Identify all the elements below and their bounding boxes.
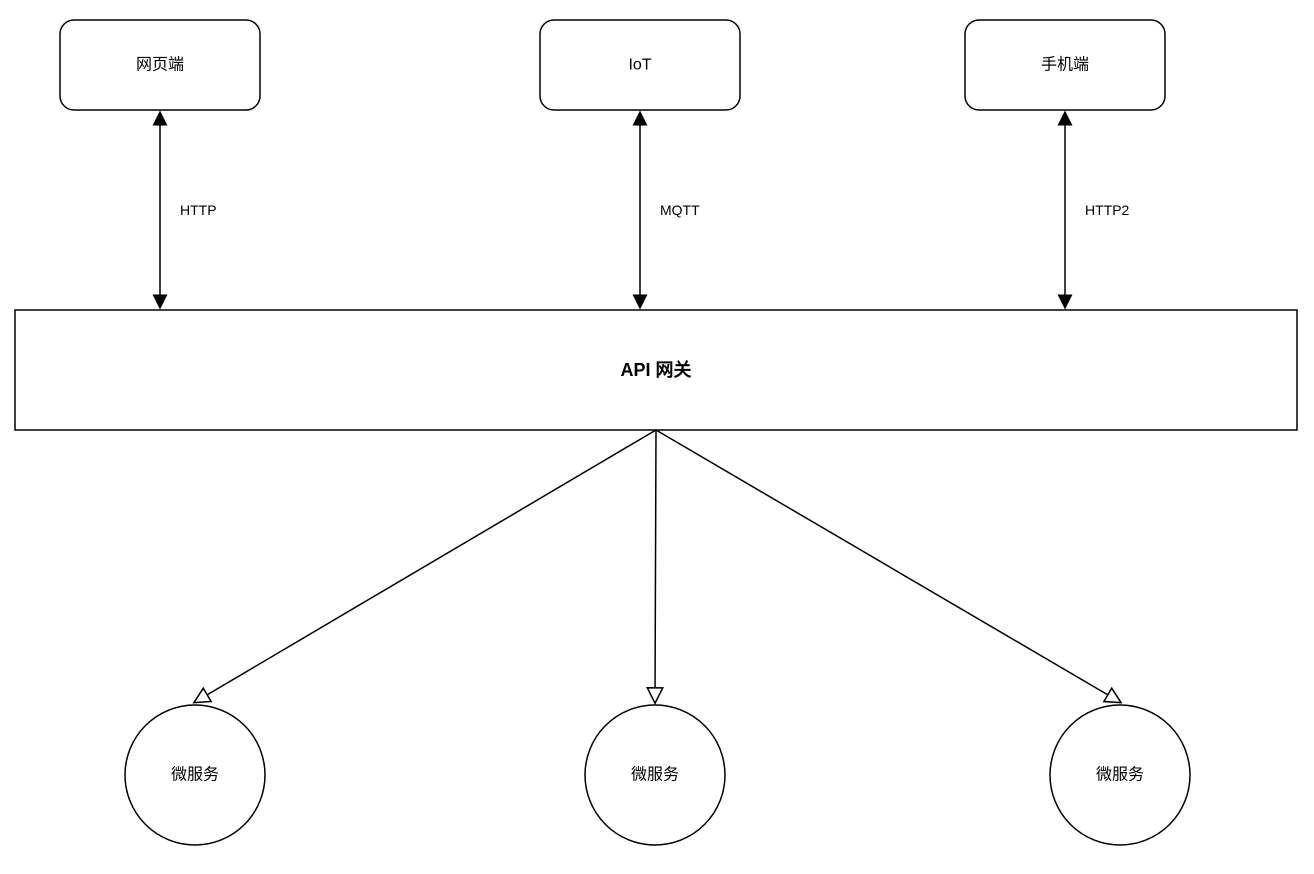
service-label: 微服务: [1096, 766, 1144, 784]
service-node: 微服务: [125, 705, 265, 845]
client-box-web: 网页端: [60, 20, 260, 110]
protocol-label: HTTP: [180, 202, 217, 218]
protocol-arrow: MQTT: [640, 113, 700, 307]
service-label: 微服务: [631, 766, 679, 784]
protocol-label: HTTP2: [1085, 202, 1130, 218]
protocol-arrow: HTTP: [160, 113, 217, 307]
service-node: 微服务: [1050, 705, 1190, 845]
gateway-to-service-edge: [195, 430, 656, 702]
services-group: 微服务 微服务 微服务: [125, 705, 1190, 845]
service-label: 微服务: [171, 766, 219, 784]
architecture-diagram: 网页端 IoT 手机端 HTTP MQTT HTTP2 API 网关 微服务 微服务 微服务: [0, 0, 1314, 874]
gateway-to-service-edge: [656, 430, 1120, 702]
service-edges-group: [195, 430, 1120, 702]
protocol-label: MQTT: [660, 202, 700, 218]
client-label: 网页端: [136, 56, 184, 74]
service-node: 微服务: [585, 705, 725, 845]
gateway-label: API 网关: [620, 359, 691, 380]
client-box-mobile: 手机端: [965, 20, 1165, 110]
gateway-to-service-edge: [655, 430, 656, 702]
clients-group: 网页端 IoT 手机端: [60, 20, 1165, 110]
client-box-iot: IoT: [540, 20, 740, 110]
client-label: IoT: [628, 57, 651, 74]
protocol-arrow: HTTP2: [1065, 113, 1130, 307]
protocols-group: HTTP MQTT HTTP2: [160, 113, 1130, 307]
gateway-group: API 网关: [15, 310, 1297, 430]
client-label: 手机端: [1041, 56, 1089, 74]
